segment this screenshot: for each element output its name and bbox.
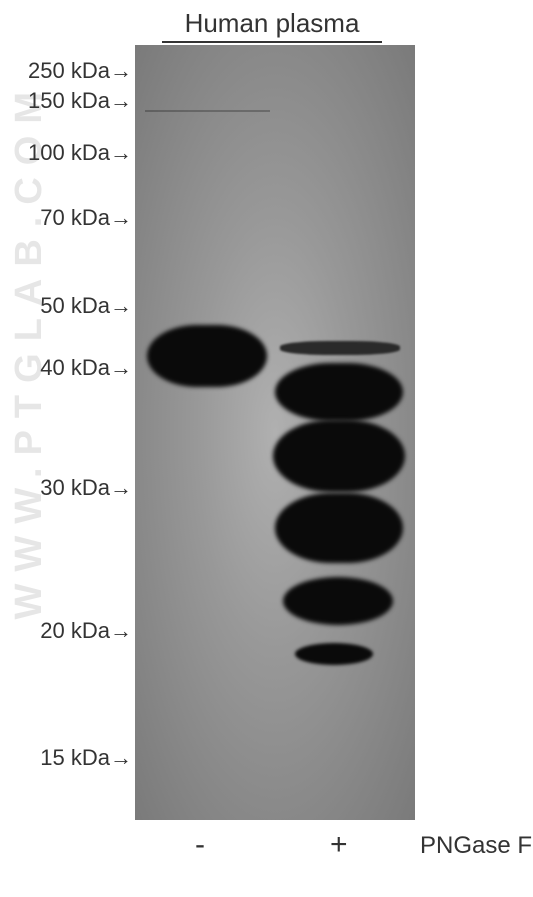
- mw-label-40: 40 kDa→: [40, 355, 132, 381]
- mw-label-50: 50 kDa→: [40, 293, 132, 319]
- mw-label-70: 70 kDa→: [40, 205, 132, 231]
- band-plus-28kda: [275, 493, 403, 563]
- treatment-label: PNGase F: [420, 832, 532, 860]
- blot-membrane: [135, 45, 415, 820]
- mw-label-15: 15 kDa→: [40, 745, 132, 771]
- mw-label-30: 30 kDa→: [40, 475, 132, 501]
- lane-label-plus: +: [330, 828, 348, 862]
- mw-label-20: 20 kDa→: [40, 618, 132, 644]
- mw-label-150: 150 kDa→: [28, 88, 132, 114]
- mw-label-100: 100 kDa→: [28, 140, 132, 166]
- band-plus-20kda: [295, 643, 373, 665]
- band-plus-38kda: [275, 363, 403, 421]
- header-sample-label: Human plasma: [162, 8, 382, 43]
- lane-label-minus: -: [195, 828, 205, 862]
- faint-line-minus: [145, 110, 270, 112]
- band-plus-24kda: [283, 577, 393, 625]
- band-plus-faint-top: [280, 341, 400, 355]
- figure-container: WWW.PTGLAB.COM Human plasma 250 kDa→ 150…: [0, 0, 533, 897]
- band-plus-32kda: [273, 420, 405, 492]
- mw-label-250: 250 kDa→: [28, 58, 132, 84]
- band-minus-42kda: [147, 325, 267, 387]
